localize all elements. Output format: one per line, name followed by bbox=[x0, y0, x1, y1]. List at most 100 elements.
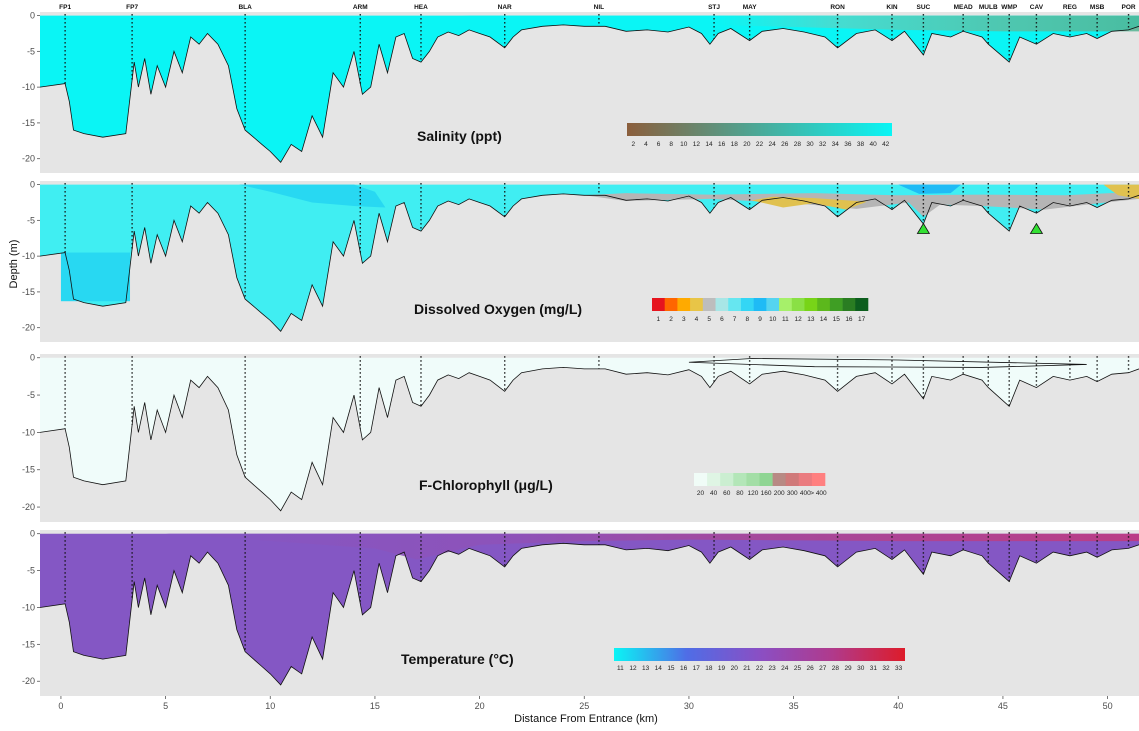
water-fill bbox=[40, 533, 1139, 685]
colorbar-swatch bbox=[652, 298, 666, 311]
colorbar-label: 14 bbox=[705, 141, 713, 148]
panel-chlorophyll: 0 -5 -10 -15 -20 F-Chlorophyll (μg/L) 20 40 60 80… bbox=[22, 353, 1139, 522]
oxygen-hypoxic-zone-upper bbox=[1103, 184, 1139, 199]
y-tick-label: -5 bbox=[27, 566, 35, 576]
colorbar-label: 40 bbox=[869, 141, 877, 148]
colorbar-label: 1 bbox=[657, 316, 661, 323]
colorbar-label: 40 bbox=[710, 490, 718, 497]
y-tick-label: -20 bbox=[22, 676, 35, 686]
colorbar-swatch bbox=[720, 473, 734, 486]
colorbar-label: 16 bbox=[845, 316, 853, 323]
seabed-outline bbox=[40, 542, 1139, 686]
colorbar-swatch bbox=[829, 298, 843, 311]
colorbar-swatch bbox=[677, 298, 691, 311]
oxygen-deep-zone bbox=[60, 252, 131, 302]
station-label-mulb: MULB bbox=[979, 4, 998, 11]
colorbar-label: 20 bbox=[743, 141, 751, 148]
colorbar-label: 120 bbox=[748, 490, 759, 497]
colorbar-label: 23 bbox=[769, 665, 777, 672]
colorbar-gradient bbox=[627, 123, 892, 136]
colorbar-label: 17 bbox=[693, 665, 701, 672]
colorbar-swatch bbox=[772, 473, 786, 486]
panel-title-oxygen: Dissolved Oxygen (mg/L) bbox=[414, 301, 582, 317]
colorbar-chlorophyll: 20 40 60 80 120 160 200 300 400 > 400 bbox=[694, 473, 827, 497]
x-tick-label: 45 bbox=[998, 701, 1008, 711]
y-tick-label: -20 bbox=[22, 323, 35, 333]
colorbar-label: 4 bbox=[644, 141, 648, 148]
colorbar-label: 26 bbox=[781, 141, 789, 148]
x-tick-label: 35 bbox=[789, 701, 799, 711]
colorbar-label: 11 bbox=[782, 316, 789, 323]
colorbar-label: 32 bbox=[882, 665, 890, 672]
colorbar-label: 28 bbox=[794, 141, 802, 148]
station-label-kin: KIN bbox=[886, 4, 898, 11]
panel-title-temperature: Temperature (°C) bbox=[401, 651, 514, 667]
colorbar-temperature: 11 12 13 14 15 16 17 18 19 20 21 22 23 24 25 26 27 28 29 30… bbox=[614, 648, 905, 672]
colorbar-label: 42 bbox=[882, 141, 890, 148]
x-tick-label: 5 bbox=[163, 701, 168, 711]
colorbar-label: 11 bbox=[617, 665, 624, 672]
station-label-wmp: WMP bbox=[1001, 4, 1018, 11]
panel-salinity: 0 -5 -10 -15 -20 FP1 FP7 BLA ARM HEA NAR NIL STJ MAY R… bbox=[22, 4, 1139, 173]
colorbar-label: 12 bbox=[629, 665, 637, 672]
x-axis-ticks: 0 5 10 15 20 25 30 35 40 45 50 bbox=[58, 696, 1113, 711]
y-tick-label: 0 bbox=[30, 529, 35, 539]
colorbar-swatch bbox=[791, 298, 805, 311]
colorbar-swatch bbox=[753, 298, 767, 311]
x-tick-label: 15 bbox=[370, 701, 380, 711]
colorbar-label: 8 bbox=[745, 316, 749, 323]
y-tick-label: -5 bbox=[27, 46, 35, 56]
colorbar-swatch bbox=[817, 298, 831, 311]
colorbar-swatch bbox=[842, 298, 856, 311]
colorbar-label: 32 bbox=[819, 141, 827, 148]
colorbar-label: 19 bbox=[718, 665, 726, 672]
y-tick-label: -15 bbox=[22, 118, 35, 128]
colorbar-label: 34 bbox=[832, 141, 840, 148]
temperature-surface-layer bbox=[165, 533, 1139, 560]
colorbar-label: 2 bbox=[631, 141, 635, 148]
colorbar-swatch bbox=[694, 473, 708, 486]
colorbar-swatch bbox=[811, 473, 826, 486]
colorbar-label: 10 bbox=[680, 141, 688, 148]
station-label-mead: MEAD bbox=[954, 4, 973, 11]
y-tick-label: -5 bbox=[27, 390, 35, 400]
colorbar-swatch bbox=[664, 298, 678, 311]
colorbar-label: 38 bbox=[857, 141, 865, 148]
x-tick-label: 25 bbox=[579, 701, 589, 711]
colorbar-label: 20 bbox=[731, 665, 739, 672]
colorbar-label: 4 bbox=[695, 316, 699, 323]
colorbar-label: 400 bbox=[800, 490, 811, 497]
station-label-bla: BLA bbox=[238, 4, 252, 11]
station-label-nil: NIL bbox=[594, 4, 605, 11]
colorbar-swatch bbox=[702, 298, 716, 311]
y-tick-label: -10 bbox=[22, 82, 35, 92]
sample-marker-1 bbox=[916, 222, 931, 234]
x-tick-label: 40 bbox=[893, 701, 903, 711]
colorbar-label: 14 bbox=[820, 316, 828, 323]
station-label-ron: RON bbox=[830, 4, 845, 11]
x-axis-label: Distance From Entrance (km) bbox=[514, 713, 658, 725]
y-axis-label: Depth (m) bbox=[8, 240, 20, 289]
station-label-suc: SUC bbox=[917, 4, 931, 11]
y-tick-label: -20 bbox=[22, 502, 35, 512]
colorbar-swatch bbox=[690, 298, 704, 311]
colorbar-label: 12 bbox=[693, 141, 701, 148]
colorbar-label: > 400 bbox=[810, 490, 827, 497]
station-label-hea: HEA bbox=[414, 4, 428, 11]
colorbar-label: 2 bbox=[669, 316, 673, 323]
x-tick-label: 20 bbox=[475, 701, 485, 711]
panel-title-salinity: Salinity (ppt) bbox=[417, 128, 502, 144]
colorbar-label: 160 bbox=[761, 490, 772, 497]
x-tick-label: 10 bbox=[265, 701, 275, 711]
colorbar-label: 24 bbox=[769, 141, 777, 148]
colorbar-label: 22 bbox=[756, 665, 764, 672]
colorbar-label: 16 bbox=[680, 665, 688, 672]
y-tick-label: 0 bbox=[30, 11, 35, 21]
colorbar-label: 80 bbox=[736, 490, 744, 497]
colorbar-label: 3 bbox=[682, 316, 686, 323]
salinity-surface-layer bbox=[458, 15, 1139, 32]
colorbar-label: 5 bbox=[707, 316, 711, 323]
colorbar-label: 25 bbox=[794, 665, 802, 672]
colorbar-label: 36 bbox=[844, 141, 852, 148]
station-label-msb: MSB bbox=[1090, 4, 1105, 11]
